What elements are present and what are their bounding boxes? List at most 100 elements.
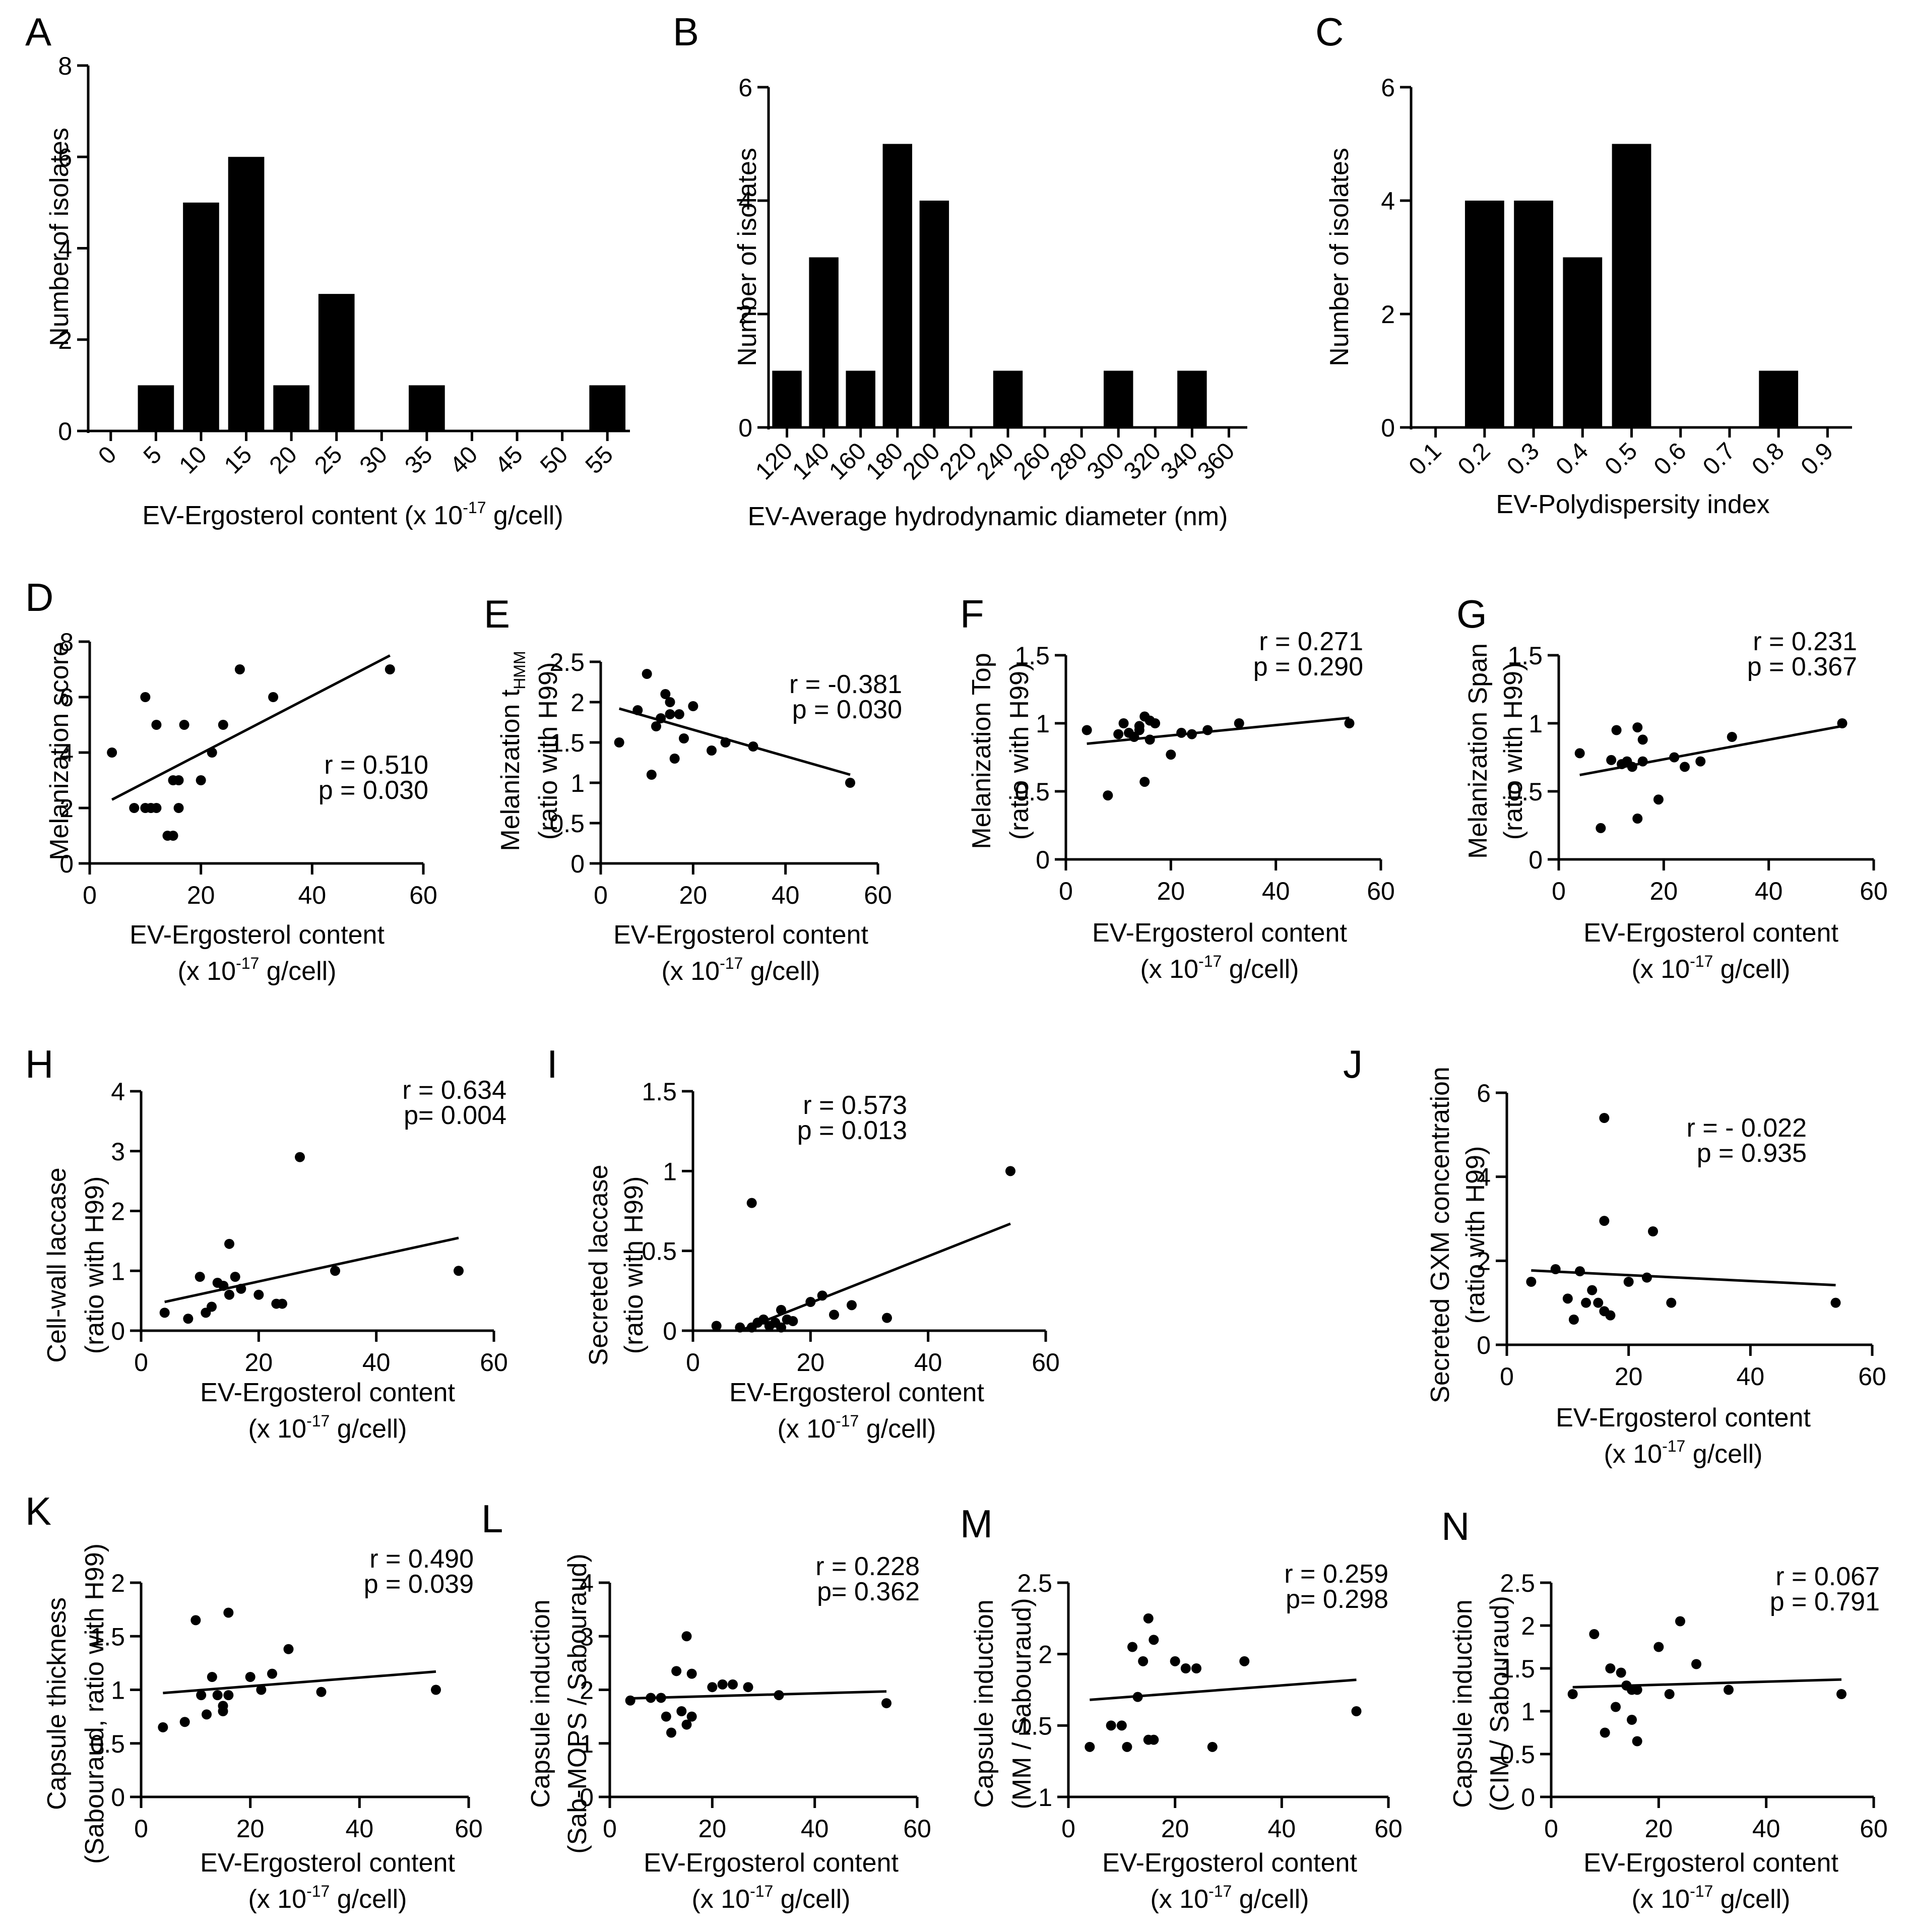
x-tick-label: 0.7: [1698, 438, 1741, 480]
x-tick-label: 40: [445, 441, 483, 479]
y-tick-label: 4: [111, 1078, 125, 1106]
y-tick-label: 0.5: [1014, 778, 1050, 806]
data-point: [267, 1668, 277, 1679]
x-axis-label-superscript: -17: [1690, 1882, 1713, 1900]
data-point: [151, 803, 162, 813]
panel-label: K: [25, 1489, 51, 1533]
data-point: [1641, 1272, 1652, 1283]
data-point: [665, 709, 675, 719]
x-tick-label: 40: [1268, 1815, 1296, 1843]
data-point: [1632, 1685, 1642, 1695]
data-point: [1581, 1297, 1591, 1308]
data-point: [330, 1266, 340, 1276]
y-axis-label: Cell-wall laccase: [42, 1167, 72, 1362]
y-axis-label: Melanization tHMM: [496, 651, 529, 851]
x-tick-label: 55: [581, 441, 618, 479]
y-tick-label: 0.5: [1500, 1740, 1535, 1769]
y-tick-label: 0: [1036, 846, 1050, 874]
data-point: [1344, 718, 1355, 728]
x-tick-label: 0.5: [1600, 438, 1643, 480]
data-point: [1695, 756, 1706, 767]
y-tick-label: 6: [738, 74, 752, 102]
data-point: [679, 733, 689, 743]
data-point: [196, 1690, 207, 1701]
x-axis-label: EV-Ergosterol content: [1556, 1403, 1811, 1432]
x-axis-label: EV-Ergosterol content (x 10-17 g/cell): [142, 498, 563, 530]
data-point: [277, 1298, 287, 1309]
x-tick-label: 10: [174, 441, 212, 479]
y-tick-label: 0: [570, 850, 585, 878]
x-tick-label: 15: [219, 441, 257, 479]
bar: [1104, 370, 1133, 427]
data-point: [665, 697, 675, 707]
y-tick-label: 1.5: [1500, 1655, 1535, 1683]
x-axis-label-tail: g/cell): [259, 957, 336, 986]
data-point: [660, 689, 671, 699]
data-point: [1589, 1629, 1600, 1639]
data-point: [183, 1314, 194, 1324]
panel-label: J: [1343, 1042, 1363, 1086]
data-point: [140, 692, 151, 702]
regression-line: [1572, 1678, 1842, 1689]
x-tick-label: 60: [455, 1815, 483, 1843]
data-point: [385, 664, 395, 674]
x-tick-label: 20: [1157, 877, 1185, 905]
data-point: [1149, 1635, 1159, 1645]
data-point: [1599, 1113, 1610, 1123]
x-axis-label-superscript: -17: [236, 954, 259, 972]
bar: [1465, 201, 1504, 427]
x-axis-label: EV-Ergosterol content: [729, 1378, 984, 1407]
correlation-r: r = 0.228: [815, 1552, 920, 1581]
data-point: [173, 803, 184, 813]
data-point: [1085, 1741, 1095, 1752]
correlation-r: r = 0.231: [1753, 627, 1857, 656]
data-point: [1675, 1616, 1685, 1627]
data-point: [107, 747, 117, 758]
panel-label: L: [481, 1497, 503, 1541]
data-point: [1138, 1656, 1149, 1666]
y-tick-label: 0.5: [642, 1237, 677, 1266]
correlation-p: p = 0.013: [797, 1116, 907, 1145]
data-point: [1600, 1727, 1610, 1738]
data-point: [1593, 1297, 1604, 1308]
y-tick-label: 2.5: [1017, 1569, 1052, 1597]
correlation-p: p = 0.791: [1770, 1587, 1880, 1616]
y-tick-label: 6: [1477, 1079, 1491, 1107]
data-point: [1139, 777, 1150, 787]
data-point: [1680, 762, 1690, 772]
data-point: [1106, 1720, 1116, 1731]
data-point: [743, 1682, 753, 1693]
x-axis-label-tail: g/cell): [330, 1414, 407, 1444]
x-axis-label: EV-Ergosterol content: [1583, 1848, 1838, 1878]
panel-label: C: [1315, 10, 1344, 54]
y-axis-label: Secreted GXM concentration: [1426, 1067, 1455, 1403]
panel-b: B 0 2 4 6 Number of isolates 12014016018020022…: [673, 10, 1247, 531]
x-tick-label: 60: [480, 1348, 508, 1377]
y-tick-label: 1: [1038, 1783, 1052, 1812]
data-point: [224, 1289, 234, 1300]
y-tick-label: 0: [58, 417, 72, 446]
y-tick-label: 0: [1521, 1783, 1535, 1812]
x-axis-label-line2: (x 10-17 g/cell): [177, 954, 336, 986]
data-point: [735, 1322, 745, 1333]
panel-label: A: [25, 10, 51, 54]
y-tick-label: 2: [1521, 1612, 1535, 1640]
data-point: [1727, 732, 1737, 742]
x-tick-label: 40: [914, 1348, 942, 1377]
y-tick-label: 1.5: [1507, 642, 1543, 670]
data-point: [1149, 1734, 1159, 1745]
x-axis-label-superscript: -17: [750, 1882, 773, 1900]
y-axis-label-line2: (ratio with H99): [534, 662, 563, 840]
bar: [138, 385, 174, 431]
data-point: [676, 1706, 687, 1716]
x-tick-label: 30: [355, 441, 393, 479]
x-axis-label-superscript: -17: [306, 1412, 330, 1430]
data-point: [295, 1152, 305, 1162]
x-tick-label: 60: [1860, 1815, 1888, 1843]
y-tick-label: 0.5: [90, 1730, 125, 1758]
y-tick-label: 2: [738, 300, 752, 329]
bar: [1177, 370, 1207, 427]
correlation-r: r = - 0.022: [1687, 1113, 1807, 1143]
data-point: [1691, 1659, 1701, 1669]
data-point: [224, 1238, 234, 1249]
